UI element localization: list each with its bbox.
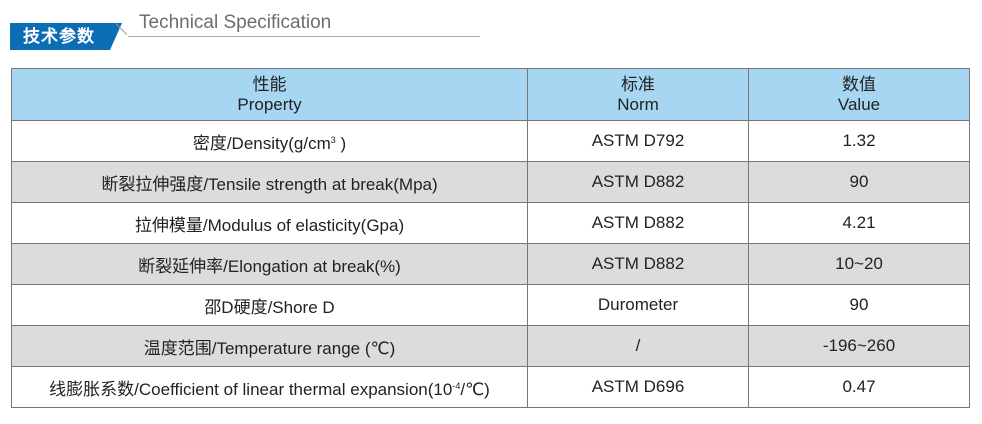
- spec-table: 性能 Property 标准 Norm 数值 Value 密度/Density(g/c…: [11, 68, 970, 408]
- property-cell: 拉伸模量/Modulus of elasticity(Gpa): [11, 202, 528, 244]
- table-header: 性能 Property 标准 Norm 数值 Value: [11, 68, 970, 121]
- col-property: 性能 Property: [11, 68, 528, 121]
- table-row: 邵D硬度/Shore D Durometer 90: [11, 284, 970, 326]
- table-row: 断裂拉伸强度/Tensile strength at break(Mpa) AST…: [11, 161, 970, 203]
- value-cell: 10~20: [748, 243, 970, 285]
- norm-cell: ASTM D696: [527, 366, 749, 408]
- col-norm: 标准 Norm: [527, 68, 749, 121]
- col-en: Norm: [617, 94, 659, 114]
- norm-cell: Durometer: [527, 284, 749, 326]
- col-zh: 标准: [621, 74, 655, 94]
- property-cell: 断裂延伸率/Elongation at break(%): [11, 243, 528, 285]
- norm-cell: ASTM D882: [527, 161, 749, 203]
- table-row: 断裂延伸率/Elongation at break(%) ASTM D882 10~…: [11, 243, 970, 285]
- table-row: 拉伸模量/Modulus of elasticity(Gpa) ASTM D882…: [11, 202, 970, 244]
- property-cell: 邵D硬度/Shore D: [11, 284, 528, 326]
- norm-cell: /: [527, 325, 749, 367]
- col-zh: 性能: [252, 74, 287, 94]
- section-badge: 技术参数: [10, 23, 110, 50]
- property-cell: 密度/Density(g/cm3 ): [11, 120, 528, 162]
- badge-tip: [110, 23, 122, 50]
- col-en: Value: [837, 94, 881, 114]
- title-underline: [128, 36, 480, 37]
- value-cell: 1.32: [748, 120, 970, 162]
- value-cell: 90: [748, 284, 970, 326]
- value-cell: 0.47: [748, 366, 970, 408]
- section-title: Technical Specification: [139, 12, 332, 33]
- value-cell: 90: [748, 161, 970, 203]
- table-row: 温度范围/Temperature range (℃) / -196~260: [11, 325, 970, 367]
- col-value: 数值 Value: [748, 68, 970, 121]
- value-cell: -196~260: [748, 325, 970, 367]
- norm-cell: ASTM D882: [527, 202, 749, 244]
- col-en: Property: [237, 94, 302, 114]
- col-zh: 数值: [842, 74, 876, 94]
- property-cell: 断裂拉伸强度/Tensile strength at break(Mpa): [11, 161, 528, 203]
- table-row: 密度/Density(g/cm3 ) ASTM D792 1.32: [11, 120, 970, 162]
- value-cell: 4.21: [748, 202, 970, 244]
- property-cell: 温度范围/Temperature range (℃): [11, 325, 528, 367]
- norm-cell: ASTM D792: [527, 120, 749, 162]
- property-cell: 线膨胀系数/Coefficient of linear thermal expa…: [11, 366, 528, 408]
- table-row: 线膨胀系数/Coefficient of linear thermal expa…: [11, 366, 970, 408]
- norm-cell: ASTM D882: [527, 243, 749, 285]
